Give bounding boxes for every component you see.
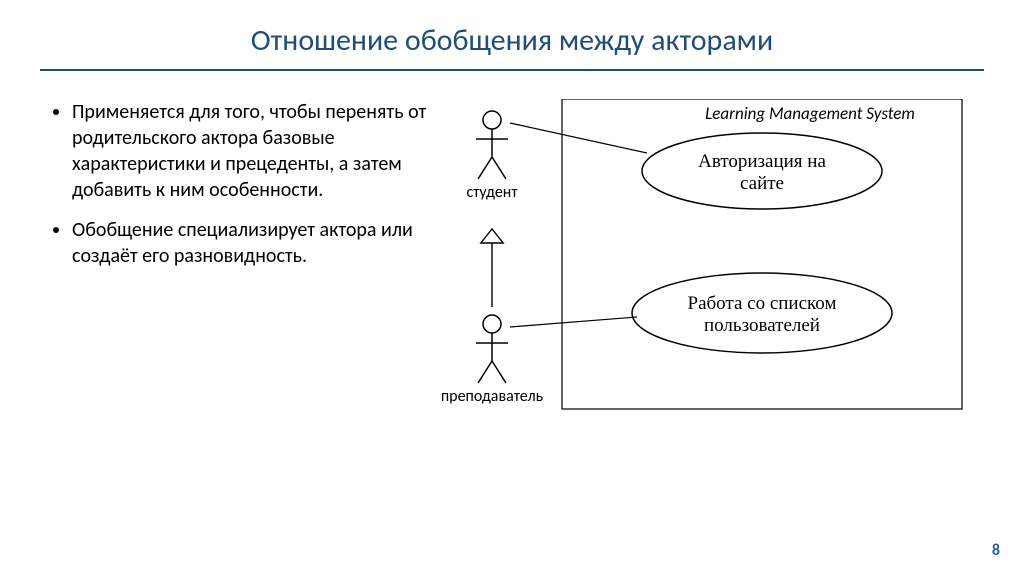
association-line [510,317,637,327]
actor-label: преподаватель [442,387,544,406]
usecase-auth: Авторизация насайте [642,133,882,209]
association-line [510,123,647,153]
bullet-item: Обобщение специализирует актора или созд… [72,217,442,269]
bullet-list: Применяется для того, чтобы перенять от … [52,99,442,459]
slide-title: Отношение обобщения между акторами [0,0,1024,69]
actor-teacher: преподаватель [442,315,544,406]
slide: Отношение обобщения между акторами Приме… [0,0,1024,574]
uml-diagram: Learning Management System Авторизация н… [442,99,984,459]
svg-text:сайте: сайте [740,173,784,194]
generalization-arrow [481,229,503,307]
svg-text:Работа со списком: Работа со списком [688,293,837,314]
slide-body: Применяется для того, чтобы перенять от … [0,71,1024,459]
actor-label: студент [466,183,518,202]
system-label: Learning Management System [705,103,915,124]
bullet-item: Применяется для того, чтобы перенять от … [72,99,442,203]
svg-text:Авторизация на: Авторизация на [698,151,826,172]
page-number: 8 [992,541,1000,560]
svg-text:пользователей: пользователей [704,315,820,336]
actor-student: студент [466,111,518,202]
usecase-userlist: Работа со спискомпользователей [632,273,892,353]
